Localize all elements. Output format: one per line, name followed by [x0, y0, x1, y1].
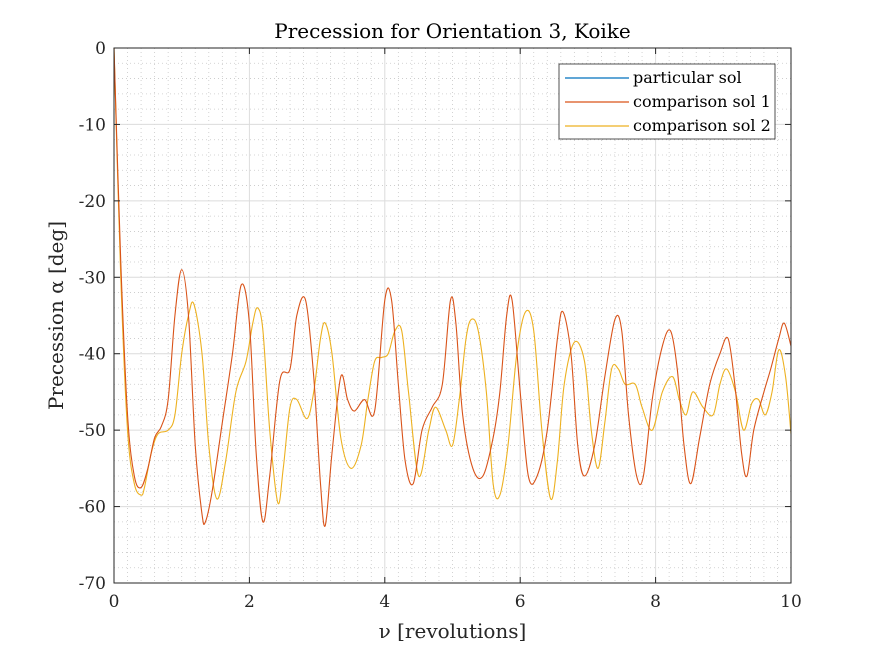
legend: particular sol comparison sol 1 comparis…: [558, 63, 776, 140]
x-tick-label: 8: [650, 592, 661, 612]
y-tick-label: -10: [79, 115, 106, 135]
y-tick-label: 0: [95, 39, 106, 59]
series-line-comparison-sol-2: [113, 47, 792, 505]
x-tick-label: 0: [109, 592, 120, 612]
x-tick-label: 10: [780, 592, 802, 612]
minor-grid: [114, 48, 791, 583]
legend-label-comparison-sol-1: comparison sol 1: [633, 92, 771, 111]
series-line-comparison-sol-1: [113, 47, 792, 527]
y-tick-label: -20: [79, 192, 106, 212]
x-tick-label: 6: [515, 592, 526, 612]
y-tick-label: -30: [79, 268, 106, 288]
x-axis-label: ν [revolutions]: [379, 619, 527, 643]
axis-ticks: [113, 47, 792, 584]
x-tick-label: 4: [379, 592, 390, 612]
y-tick-label: -70: [79, 574, 106, 594]
legend-label-particular-sol: particular sol: [633, 68, 742, 87]
x-tick-label: 2: [244, 592, 255, 612]
tick-labels: 0 2 4 6 8 10 0 -10 -20 -30 -40 -50 -60 -70: [79, 39, 802, 612]
legend-label-comparison-sol-2: comparison sol 2: [633, 116, 771, 135]
y-tick-label: -60: [79, 498, 106, 518]
plot-frame: [113, 47, 792, 584]
y-tick-label: -50: [79, 421, 106, 441]
y-axis-label: Precession α [deg]: [44, 221, 68, 410]
y-tick-label: -40: [79, 345, 106, 365]
chart-title: Precession for Orientation 3, Koike: [274, 19, 630, 43]
